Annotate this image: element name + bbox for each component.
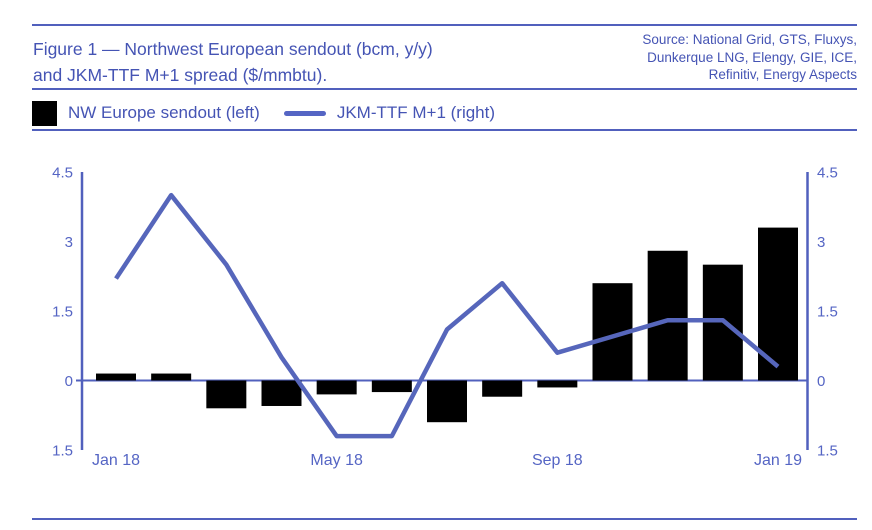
figure-title-line2: and JKM-TTF M+1 spread ($/mmbtu). — [33, 65, 328, 85]
y-tick-label-left-4.5: 4.5 — [52, 164, 73, 181]
top-rule — [32, 24, 857, 26]
bar-sep-18 — [537, 380, 578, 388]
y-tick-label-right-3: 3 — [817, 234, 825, 251]
y-tick-label-left-0: 0 — [65, 373, 73, 390]
y-tick-label-right-1.5: 1.5 — [817, 442, 838, 459]
bar-apr-18 — [261, 380, 302, 406]
bottom-rule — [32, 518, 857, 520]
header-rule — [32, 88, 857, 90]
bar-jan-18 — [96, 373, 136, 381]
x-tick-label-jan-18: Jan 18 — [92, 452, 140, 469]
bar-mar-18 — [206, 380, 247, 409]
x-tick-label-sep-18: Sep 18 — [532, 452, 583, 469]
y-tick-label-left-1.5: 1.5 — [52, 442, 73, 459]
y-tick-label-right-1.5: 1.5 — [817, 303, 838, 320]
chart-canvas: 4.5 4.5 3 3 1.5 1.5 0 0 1.5 1.5 Jan 18 May 18 Sep 18… — [52, 164, 838, 469]
bar-nov-18 — [647, 250, 688, 381]
source-attribution: Source: National Grid, GTS, Fluxys, Dunk… — [642, 31, 857, 84]
y-tick-label-right-4.5: 4.5 — [817, 164, 838, 181]
y-tick-label-right-0: 0 — [817, 373, 825, 390]
source-line1: Source: National Grid, GTS, Fluxys, — [642, 32, 857, 47]
spread-line-series — [114, 192, 780, 439]
y-tick-label-left-1.5: 1.5 — [52, 303, 73, 320]
legend-line-label: JKM-TTF M+1 (right) — [336, 103, 496, 122]
source-line3: Refinitiv, Energy Aspects — [708, 67, 857, 82]
x-tick-label-may-18: May 18 — [310, 452, 363, 469]
bar-feb-18 — [151, 373, 192, 381]
chart-legend: NW Europe sendout (left) JKM-TTF M+1 (ri… — [32, 98, 495, 128]
legend-bar-label: NW Europe sendout (left) — [68, 103, 260, 122]
bar-jun-18 — [371, 380, 412, 393]
bar-aug-18 — [482, 380, 523, 397]
bar-may-18 — [316, 380, 357, 395]
legend-rule — [32, 129, 857, 131]
bar-jul-18 — [427, 380, 467, 423]
y-tick-label-left-3: 3 — [65, 234, 73, 251]
figure-title-line1: Figure 1 — Northwest European sendout (b… — [33, 39, 433, 59]
source-line2: Dunkerque LNG, Elengy, GIE, ICE, — [647, 49, 857, 65]
x-tick-label-jan-19: Jan 19 — [754, 452, 802, 469]
legend-bar-swatch-icon — [32, 100, 57, 126]
figure-title: Figure 1 — Northwest European sendout (b… — [33, 36, 433, 88]
legend-line-swatch-icon — [283, 110, 326, 116]
